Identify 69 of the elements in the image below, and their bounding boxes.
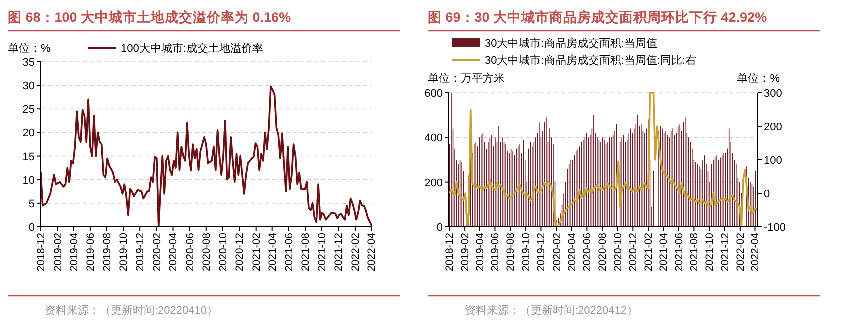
x-tick-label: 2019-08 (505, 232, 518, 272)
x-tick-label: 2021-02 (643, 232, 656, 272)
x-tick-label: 2020-08 (200, 232, 213, 272)
y-tick-label: 0 (28, 222, 35, 234)
x-tick-label: 2021-06 (673, 232, 686, 272)
x-tick-label: 2021-08 (688, 232, 701, 272)
x-tick-label: 2019-08 (101, 232, 114, 272)
x-tick-label: 2020-12 (234, 232, 246, 272)
y-tick-label: 600 (424, 88, 443, 100)
x-tick-label: 2019-02 (460, 232, 472, 272)
y-tick-label: 200 (424, 177, 443, 190)
x-tick-label: 2019-06 (84, 232, 97, 272)
y2-axis-title: 单位：% (737, 72, 780, 85)
x-tick-label: 2020-02 (551, 232, 564, 272)
y2-tick-label: 200 (764, 122, 782, 134)
x-tick-label: 2019-02 (52, 232, 64, 272)
y-tick-label: 35 (22, 57, 35, 69)
x-tick-label: 2021-10 (704, 232, 716, 272)
chart-title: 图 68：100 大中城市土地成交溢价率为 0.16% (8, 9, 292, 25)
x-tick-label: 2021-06 (283, 232, 296, 272)
x-tick-label: 2021-04 (266, 232, 279, 272)
y2-tick-label: 0 (764, 188, 770, 200)
y-tick-label: 0 (436, 222, 443, 234)
y-tick-label: 400 (424, 132, 443, 145)
x-tick-label: 2022-04 (750, 232, 762, 272)
x-tick-label: 2020-08 (596, 232, 609, 272)
x-tick-label: 2019-10 (118, 232, 130, 272)
x-tick-label: 2020-06 (582, 232, 594, 272)
chart-title: 图 69：30 大中城市商品房成交面积周环比下行 42.92% (428, 9, 768, 25)
legend-label: 30大中城市:商品房成交面积:当周值 (485, 37, 658, 50)
x-tick-label: 2022-02 (350, 232, 362, 272)
y-tick-label: 10 (22, 174, 35, 187)
y-axis-title: 单位：万平方米 (428, 72, 505, 85)
x-tick-label: 2020-04 (566, 232, 578, 272)
x-tick-label: 2018-12 (36, 232, 48, 272)
y2-tick-label: 100 (764, 155, 782, 167)
y-tick-label: 5 (28, 198, 35, 210)
x-tick-label: 2020-12 (628, 232, 640, 272)
x-tick-label: 2018-12 (444, 232, 456, 272)
y-tick-label: 25 (22, 104, 35, 116)
x-tick-label: 2019-04 (474, 232, 486, 272)
x-tick-label: 2021-04 (658, 232, 670, 272)
x-tick-label: 2021-08 (300, 232, 312, 272)
x-tick-label: 2020-10 (217, 232, 230, 272)
x-tick-label: 2022-02 (734, 232, 747, 272)
x-tick-label: 2019-06 (490, 232, 502, 272)
text: 资料来源：（更新时间:20220412） (465, 304, 638, 317)
x-tick-label: 2021-10 (316, 232, 329, 272)
x-tick-label: 2019-10 (520, 232, 532, 272)
y-axis-title: 单位：% (8, 42, 51, 55)
legend-label: 30大中城市:商品房成交面积:当周值:同比:右 (485, 54, 696, 67)
x-tick-label: 2022-04 (366, 232, 378, 272)
x-tick-label: 2021-12 (333, 232, 346, 272)
y-tick-label: 20 (22, 128, 35, 140)
x-tick-label: 2020-04 (168, 232, 180, 272)
text: 资料来源：（更新时间:20220410） (45, 304, 218, 317)
x-tick-label: 2021-12 (719, 232, 732, 272)
x-tick-label: 2019-12 (536, 232, 548, 272)
x-tick-label: 2019-04 (68, 232, 80, 272)
y2-tick-label: 300 (764, 88, 782, 100)
x-tick-label: 2020-02 (151, 232, 164, 272)
x-tick-label: 2021-02 (250, 232, 263, 272)
x-tick-label: 2020-06 (184, 232, 196, 272)
x-tick-label: 2020-10 (612, 232, 624, 272)
y2-tick-label: -100 (764, 222, 786, 234)
y-tick-label: 15 (22, 151, 35, 164)
x-tick-label: 2019-12 (134, 232, 147, 272)
y-tick-label: 30 (22, 80, 35, 93)
legend-label: 100大中城市:成交土地溢价率 (121, 42, 264, 55)
